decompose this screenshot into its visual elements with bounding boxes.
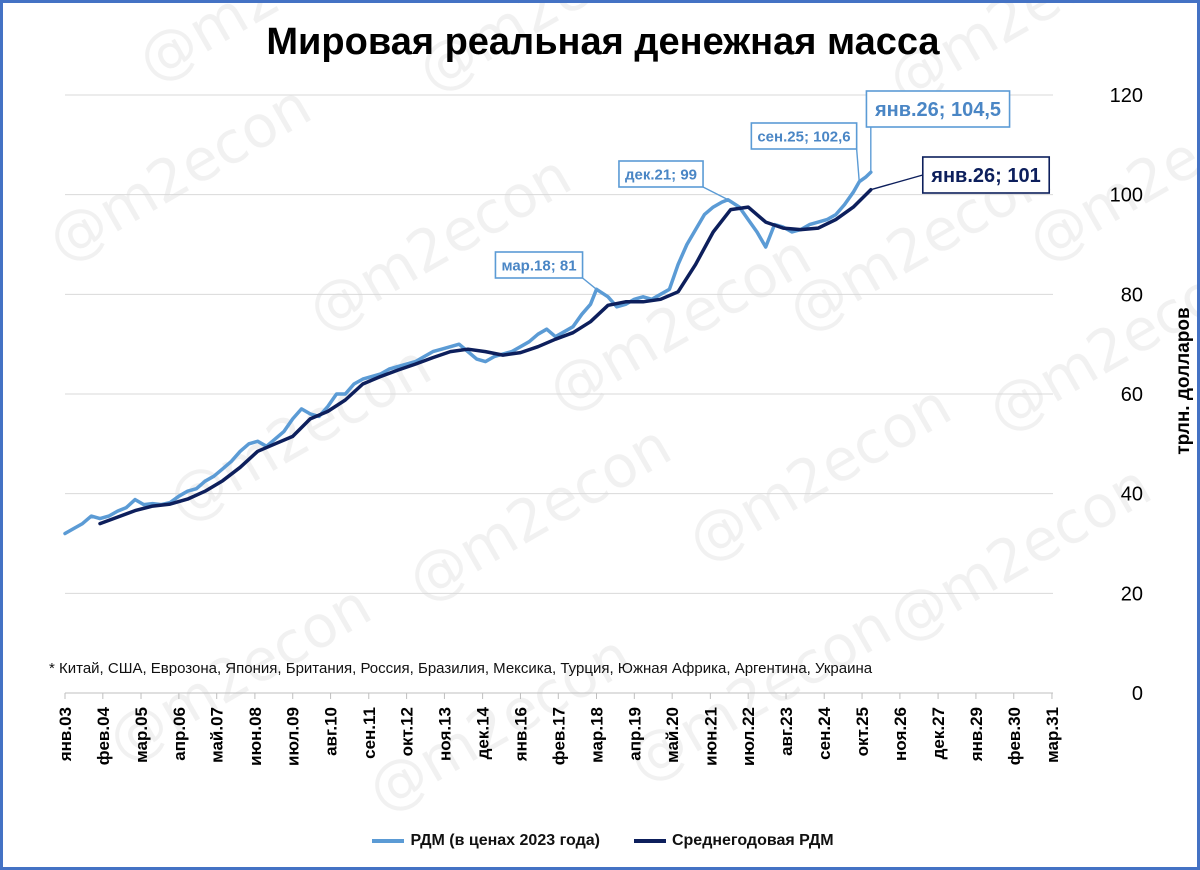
x-tick-label: дек.27: [929, 707, 948, 759]
annotation-leader: [855, 148, 860, 182]
grid-layer: [65, 94, 1053, 694]
watermark-text: @m2econ: [676, 371, 962, 575]
annotation-box: [750, 122, 858, 150]
x-tick-label: дек.14: [474, 706, 493, 759]
legend: РДМ (в ценах 2023 года) Среднегодовая РД…: [3, 832, 1197, 850]
chart-canvas: @m2econ@m2econ@m2econ@m2econ@m2econ@m2ec…: [36, 3, 1200, 825]
x-tick-label: мар.05: [132, 707, 151, 763]
watermark-text: @m2econ: [296, 141, 582, 345]
x-tick-label: окт.25: [853, 707, 872, 756]
annotation-label: сен.25; 102,6: [757, 128, 850, 145]
legend-label-rdm: РДМ (в ценах 2023 года): [410, 832, 600, 849]
y-tick-label: 40: [1121, 484, 1143, 506]
series-line-rdm: [63, 170, 873, 536]
x-tick-label: фев.30: [1005, 707, 1024, 765]
annotation-label: дек.21; 99: [625, 166, 697, 183]
x-tick-label: фев.17: [549, 707, 568, 765]
y-tick-label: 60: [1121, 384, 1143, 406]
x-tick-label: июл.09: [284, 707, 303, 766]
watermark-text: @m2econ: [976, 241, 1200, 445]
legend-label-avg: Среднегодовая РДМ: [671, 832, 834, 849]
x-tick-label: мар.31: [1043, 707, 1062, 763]
watermark-text: @m2econ: [36, 71, 322, 275]
annotation-mar18: мар.18; 81: [494, 251, 597, 290]
x-tick-label: авг.23: [777, 707, 796, 756]
x-tick-label: фев.04: [94, 706, 113, 765]
y-tick-label: 100: [1110, 185, 1143, 207]
x-tick-label: окт.12: [398, 707, 417, 756]
watermark-text: @m2econ: [396, 411, 682, 615]
annotation-label: янв.26; 101: [930, 165, 1040, 187]
y-tick-label: 0: [1132, 683, 1143, 705]
annotation-layer: мар.18; 81 дек.21; 99 сен.25; 102,6 янв.26;…: [494, 90, 1051, 290]
y-tick-label: 120: [1110, 85, 1143, 107]
watermark-layer: @m2econ@m2econ@m2econ@m2econ@m2econ@m2ec…: [36, 3, 1200, 825]
footnote: * Китай, США, Еврозона, Япония, Британия…: [49, 660, 873, 677]
annotation-sep25: сен.25; 102,6: [750, 122, 860, 182]
annotation-jan26-rdm: янв.26; 104,5: [865, 90, 1011, 173]
y-tick-label: 20: [1121, 583, 1143, 605]
x-tick-label: сен.24: [815, 706, 834, 759]
annotation-box: [494, 251, 584, 279]
annotation-leader: [702, 186, 729, 201]
x-tick-label: май.07: [208, 707, 227, 763]
watermark-text: @m2econ: [876, 451, 1162, 655]
x-tick-label: янв.16: [511, 707, 530, 762]
legend-item-rdm: РДМ (в ценах 2023 года): [372, 832, 600, 850]
x-tick-label: сен.11: [360, 707, 379, 759]
x-tick-label: июл.22: [739, 707, 758, 766]
y-tick-label: 80: [1121, 284, 1143, 306]
x-tick-label: май.20: [663, 707, 682, 763]
x-tick-label: янв.29: [967, 707, 986, 762]
x-tick-label: апр.19: [625, 707, 644, 761]
x-tick-label: июн.21: [701, 707, 720, 766]
x-tick-label: авг.10: [322, 707, 341, 756]
legend-swatch-avg: [633, 839, 666, 843]
annotation-label: янв.26; 104,5: [874, 99, 1001, 121]
x-tick-label: апр.06: [170, 707, 189, 761]
annotation-jan26-avg: янв.26; 101: [870, 156, 1051, 194]
x-tick-label: июн.08: [246, 707, 265, 766]
y-axis-ticks: 0 20 40 60 80 100 120: [1110, 85, 1143, 705]
annotation-box: [618, 160, 704, 188]
annotation-box: [921, 156, 1051, 194]
y-axis-label: трлн. долларов: [1173, 307, 1194, 455]
legend-swatch-rdm: [372, 839, 405, 843]
watermark-text: @m2econ: [156, 331, 442, 535]
series-layer: [63, 170, 873, 536]
annotation-box: [865, 90, 1011, 128]
x-tick-label: янв.03: [56, 707, 75, 762]
x-tick-label: ноя.13: [435, 707, 454, 761]
legend-item-avg: Среднегодовая РДМ: [633, 832, 834, 850]
x-axis-ticks: янв.03 фев.04 мар.05 апр.06 май.07 июн.08 июл.…: [56, 693, 1062, 766]
x-tick-label: мар.18: [587, 707, 606, 763]
chart-title: Мировая реальная денежная масса: [266, 21, 940, 63]
annotation-leader: [582, 277, 597, 290]
annotation-leader: [870, 174, 923, 191]
series-line-avg: [98, 187, 873, 526]
x-tick-label: ноя.26: [891, 707, 910, 761]
annotation-dec21: дек.21; 99: [618, 160, 729, 201]
annotation-label: мар.18; 81: [501, 257, 576, 274]
